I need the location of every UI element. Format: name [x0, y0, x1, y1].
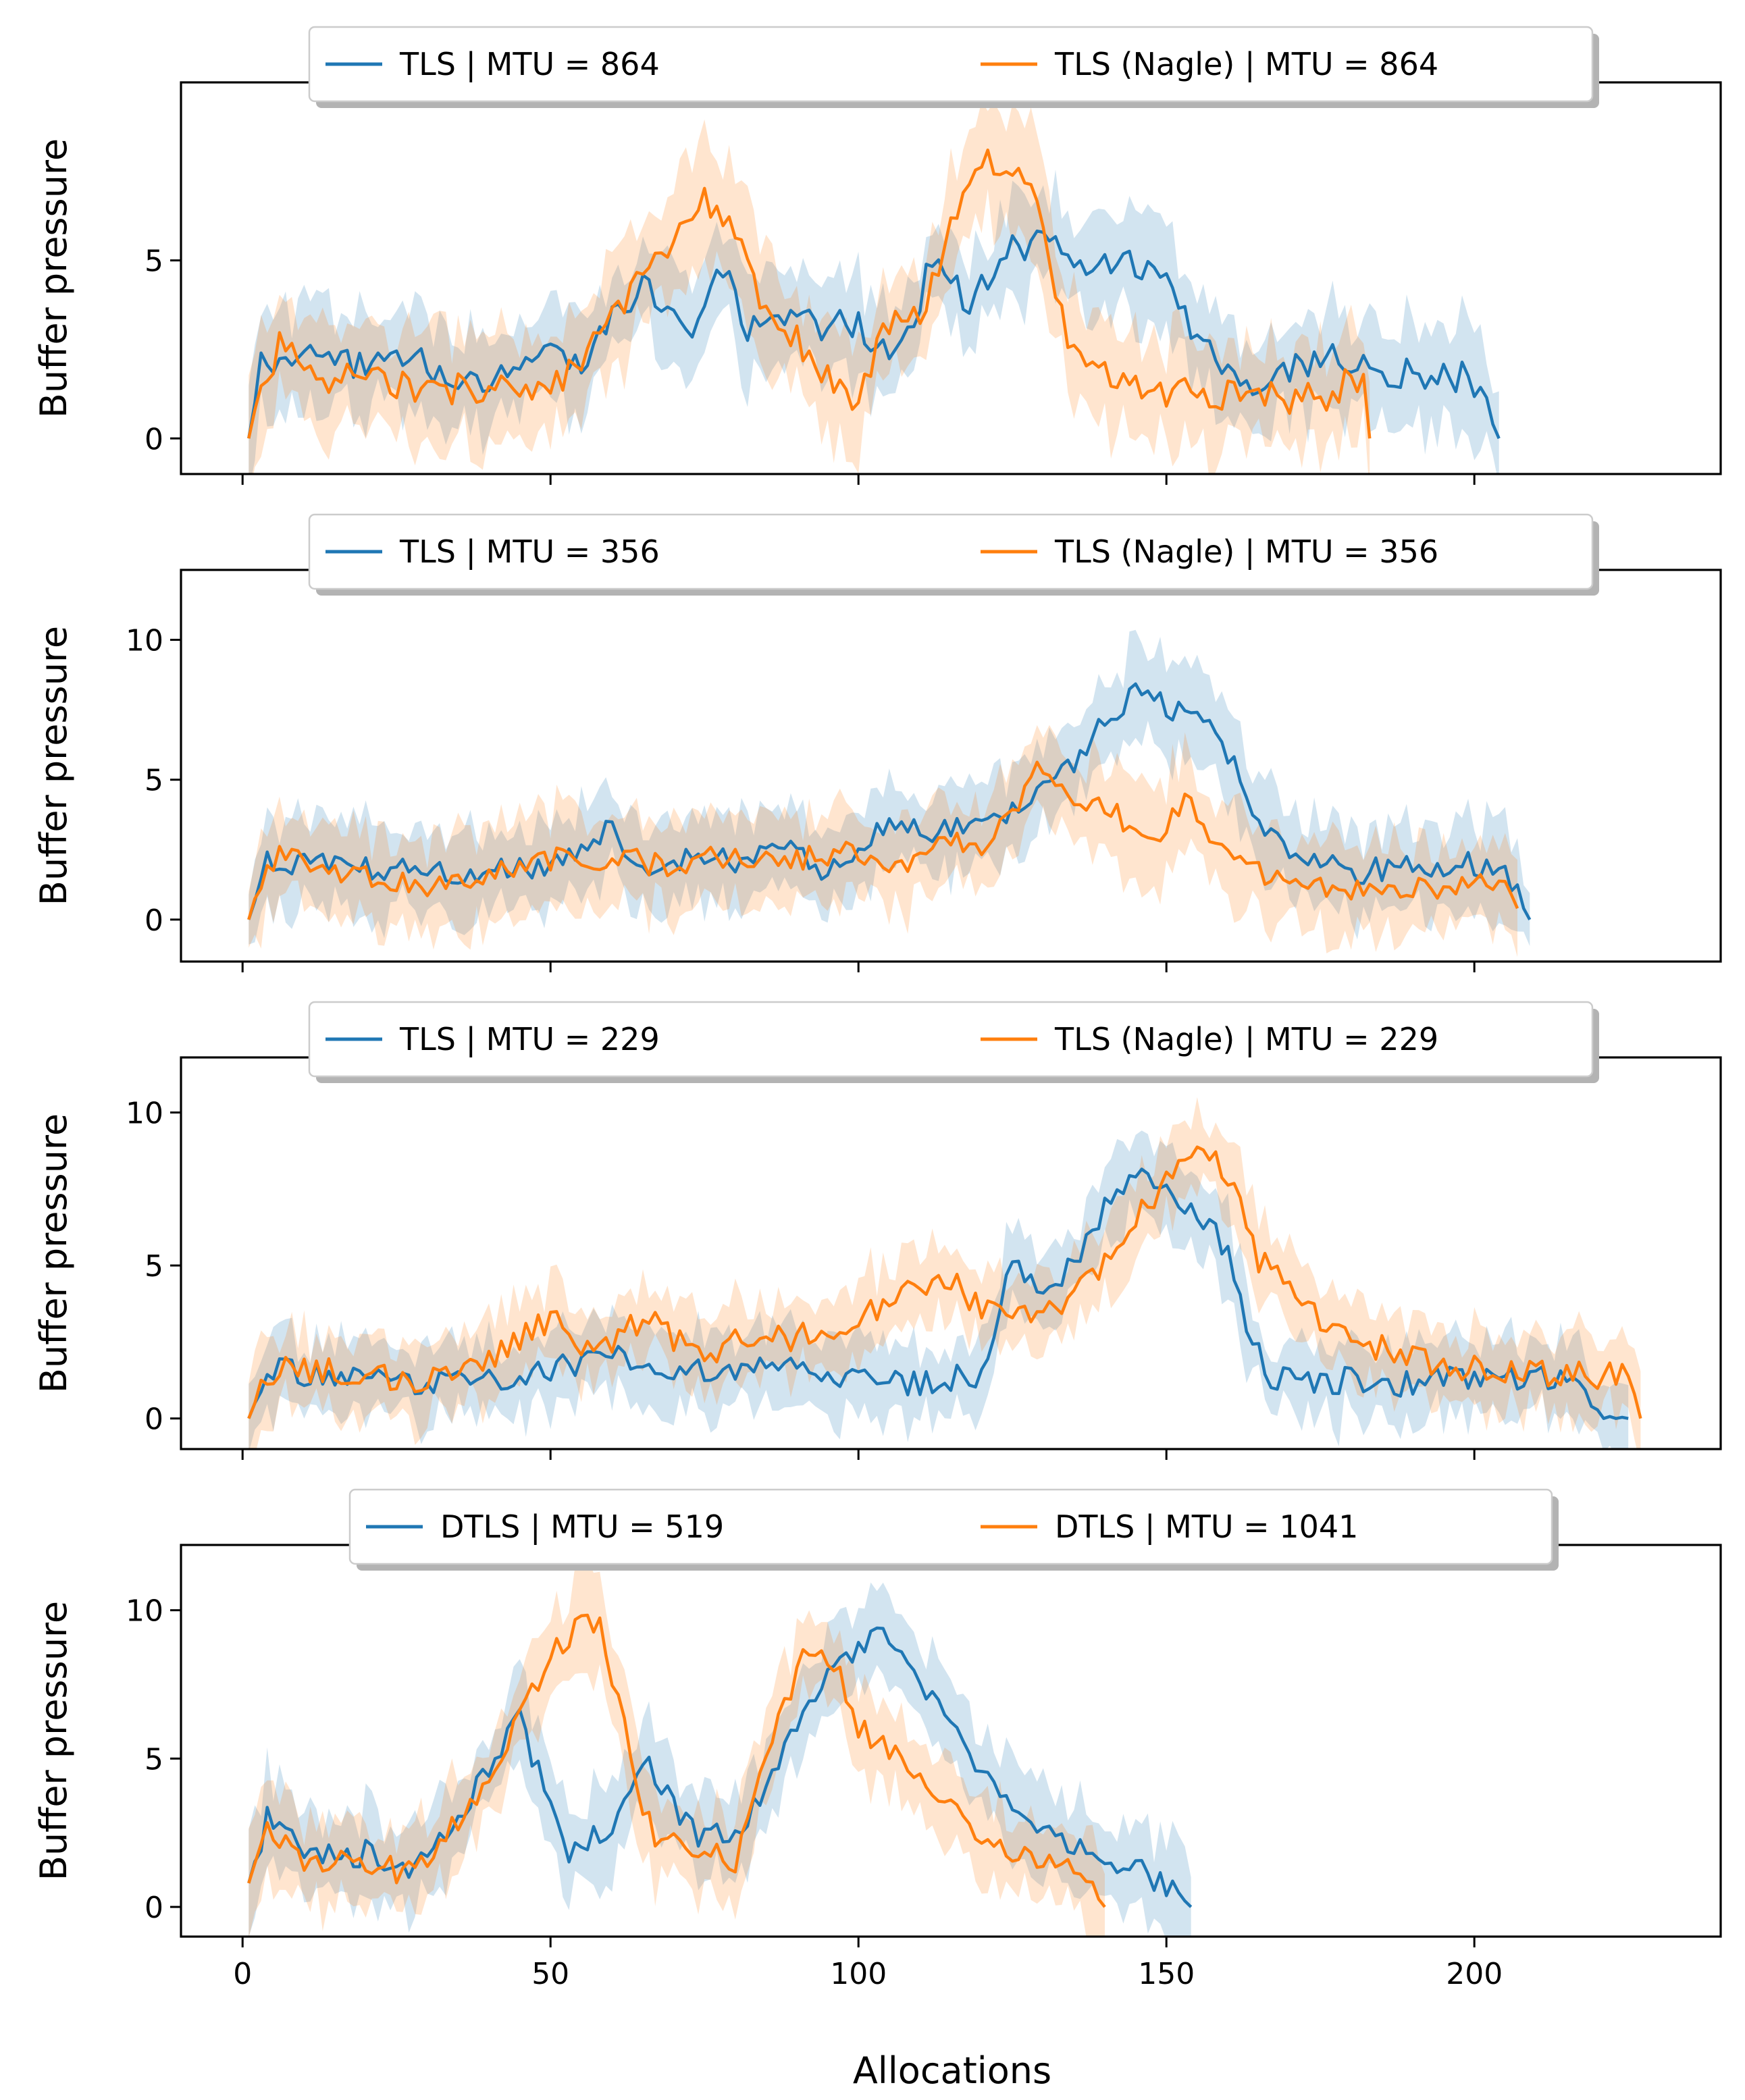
legend: TLS | MTU = 229 TLS (Nagle) | MTU = 229 [308, 1001, 1599, 1083]
legend-label-1: DTLS | MTU = 519 [440, 1508, 724, 1546]
x-tick-label: 200 [1446, 1957, 1503, 1991]
y-tick-label: 10 [126, 1097, 163, 1131]
legend-box [308, 513, 1594, 590]
series-band-2 [249, 1557, 1105, 1937]
legend-label-2: TLS (Nagle) | MTU = 229 [1054, 1021, 1438, 1058]
y-tick-label: 5 [145, 764, 163, 798]
series-band-1 [249, 169, 1499, 474]
series-line-2 [247, 1613, 1106, 1908]
y-tick-label: 0 [145, 1891, 163, 1925]
legend-box [348, 1488, 1553, 1565]
legend-label-1: TLS | MTU = 229 [399, 1021, 660, 1058]
y-tick-label: 5 [145, 1742, 163, 1777]
legend-label-1: TLS | MTU = 356 [399, 533, 660, 571]
series-line-2 [247, 760, 1519, 920]
x-tick-label: 100 [830, 1957, 887, 1991]
x-axis-title: Allocations [853, 2049, 1051, 2092]
legend-label-2: TLS (Nagle) | MTU = 864 [1054, 46, 1438, 83]
y-tick-label: 10 [126, 624, 163, 658]
y-tick-label: 5 [145, 244, 163, 279]
panel-3: 0 5 10 Buffer pressure TLS | MTU = 229 TLS (N… [32, 1001, 1722, 1460]
y-tick-label: 10 [126, 1594, 163, 1629]
y-axis-title: Buffer pressure [32, 1601, 75, 1881]
legend: DTLS | MTU = 519 DTLS | MTU = 1041 [348, 1488, 1559, 1571]
series-band-2 [249, 725, 1517, 957]
y-axis-title: Buffer pressure [32, 138, 75, 418]
y-axis-title: Buffer pressure [32, 626, 75, 905]
panel-1: 0 5 Buffer pressure TLS | MTU = 864 TLS (Nag… [32, 26, 1722, 485]
y-tick-label: 0 [145, 903, 163, 938]
plot-area [247, 1097, 1642, 1449]
legend-box [308, 1001, 1594, 1078]
series-line-2 [247, 1145, 1642, 1419]
plot-area [247, 1557, 1193, 1937]
legend: TLS | MTU = 864 TLS (Nagle) | MTU = 864 [308, 26, 1599, 108]
x-tick-label: 0 [233, 1957, 252, 1991]
series-band-1 [249, 1582, 1191, 1937]
plot-area [247, 629, 1532, 957]
series-line-1 [247, 1626, 1193, 1908]
series-line-2 [247, 148, 1372, 439]
series-band-2 [249, 101, 1370, 474]
plot-area [247, 101, 1501, 474]
panel-2: 0 5 10 Buffer pressure TLS | MTU = 356 TLS (N… [32, 513, 1722, 972]
legend-label-1: TLS | MTU = 864 [399, 46, 660, 83]
y-tick-label: 0 [145, 1402, 163, 1437]
legend-label-2: DTLS | MTU = 1041 [1055, 1508, 1358, 1546]
legend: TLS | MTU = 356 TLS (Nagle) | MTU = 356 [308, 513, 1599, 596]
x-tick-label: 50 [531, 1957, 569, 1991]
legend-label-2: TLS (Nagle) | MTU = 356 [1054, 533, 1438, 571]
x-tick-label: 150 [1138, 1957, 1195, 1991]
series-line-1 [247, 1167, 1629, 1420]
legend-box [308, 26, 1594, 103]
y-tick-label: 0 [145, 422, 163, 456]
y-tick-label: 5 [145, 1249, 163, 1284]
series-band-1 [249, 629, 1530, 947]
series-band-2 [249, 1097, 1641, 1449]
panels: 0 5 Buffer pressure TLS | MTU = 864 TLS (Nag… [32, 26, 1722, 1991]
y-axis-title: Buffer pressure [32, 1113, 75, 1393]
